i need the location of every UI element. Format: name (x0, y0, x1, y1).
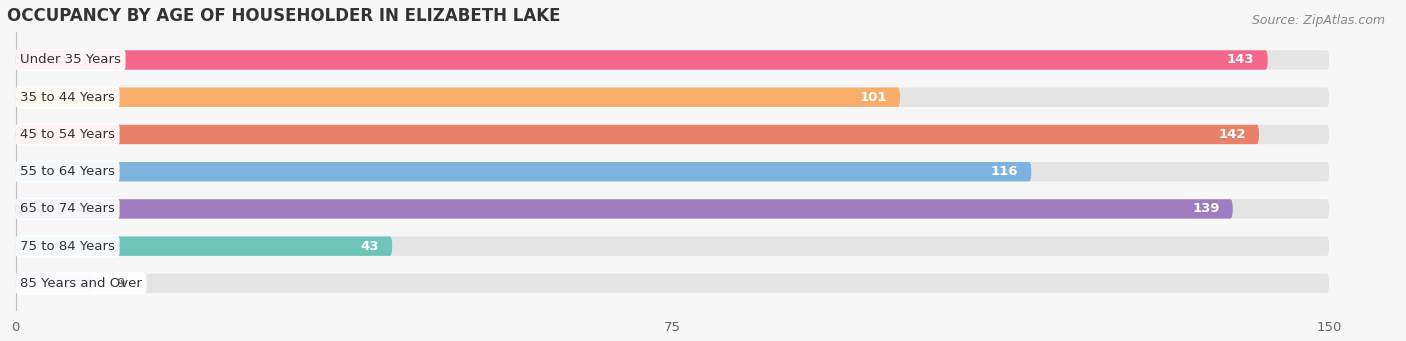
FancyBboxPatch shape (15, 125, 1258, 144)
Text: OCCUPANCY BY AGE OF HOUSEHOLDER IN ELIZABETH LAKE: OCCUPANCY BY AGE OF HOUSEHOLDER IN ELIZA… (7, 7, 561, 25)
Text: 55 to 64 Years: 55 to 64 Years (20, 165, 115, 178)
FancyBboxPatch shape (15, 50, 1268, 70)
FancyBboxPatch shape (15, 237, 392, 256)
Text: Source: ZipAtlas.com: Source: ZipAtlas.com (1251, 14, 1385, 27)
FancyBboxPatch shape (15, 199, 1329, 219)
Text: 142: 142 (1219, 128, 1246, 141)
Text: 9: 9 (117, 277, 125, 290)
Text: 75 to 84 Years: 75 to 84 Years (20, 240, 115, 253)
Text: 139: 139 (1192, 203, 1219, 216)
FancyBboxPatch shape (15, 88, 900, 107)
FancyBboxPatch shape (15, 162, 1329, 181)
FancyBboxPatch shape (15, 199, 1233, 219)
FancyBboxPatch shape (15, 274, 1329, 293)
Text: 85 Years and Over: 85 Years and Over (20, 277, 142, 290)
FancyBboxPatch shape (15, 50, 1329, 70)
Text: 116: 116 (991, 165, 1018, 178)
Text: 101: 101 (859, 91, 887, 104)
FancyBboxPatch shape (15, 274, 94, 293)
Text: Under 35 Years: Under 35 Years (20, 54, 121, 66)
FancyBboxPatch shape (15, 125, 1329, 144)
Text: 143: 143 (1227, 54, 1254, 66)
FancyBboxPatch shape (15, 237, 1329, 256)
FancyBboxPatch shape (15, 88, 1329, 107)
Text: 45 to 54 Years: 45 to 54 Years (20, 128, 115, 141)
Text: 65 to 74 Years: 65 to 74 Years (20, 203, 115, 216)
Text: 43: 43 (360, 240, 380, 253)
Text: 35 to 44 Years: 35 to 44 Years (20, 91, 115, 104)
FancyBboxPatch shape (15, 162, 1032, 181)
